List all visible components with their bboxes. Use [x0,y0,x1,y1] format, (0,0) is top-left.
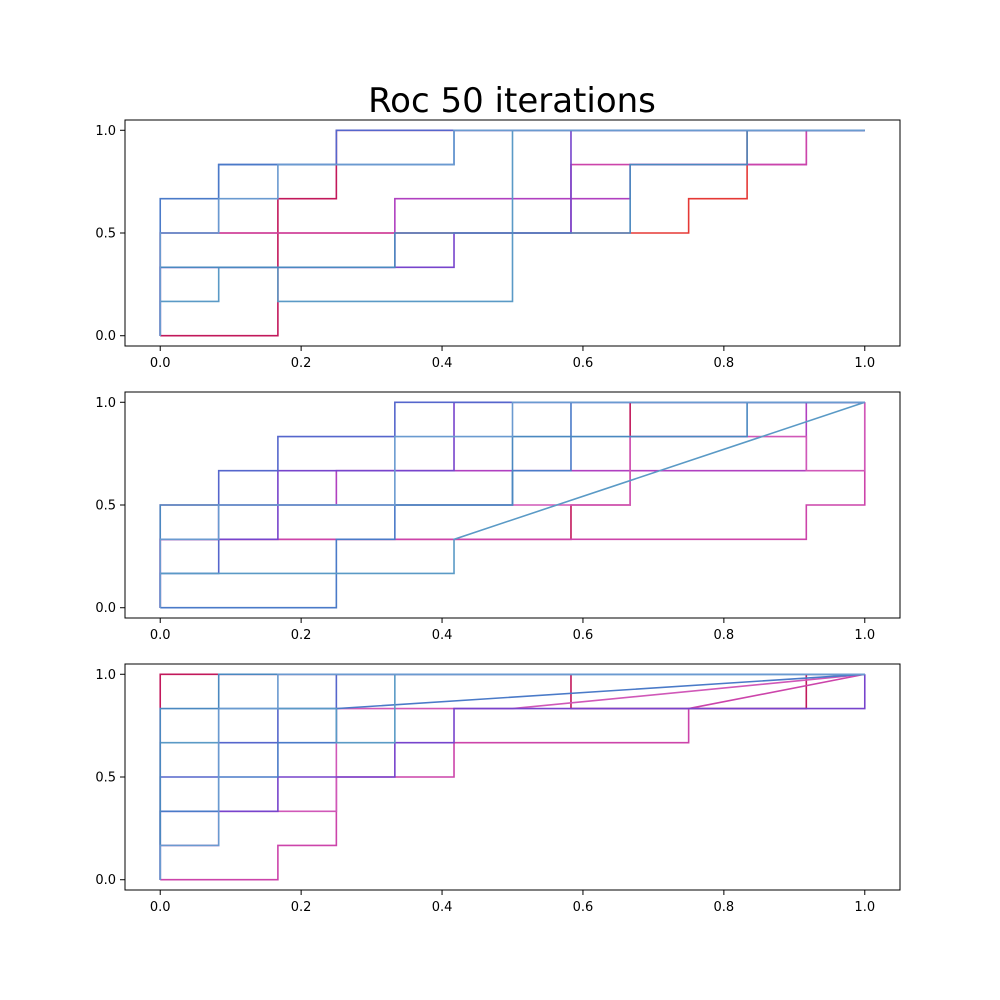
y-tick-label: 1.0 [95,668,116,683]
y-tick-label: 1.0 [95,396,116,411]
y-tick-label: 0.5 [95,771,116,786]
y-tick-label: 0.5 [95,227,116,242]
x-tick-label: 0.2 [291,356,312,371]
roc-curve-1-8 [159,129,865,336]
roc-curve-1-10 [159,129,865,336]
series-group [159,401,866,609]
x-tick-label: 1.0 [854,356,875,371]
x-tick-label: 0.6 [573,628,594,643]
y-tick-label: 0.0 [95,873,116,888]
roc-curve-2-10 [159,401,865,608]
roc-curve-3-9 [159,673,865,880]
x-tick-label: 0.8 [714,900,735,915]
roc-curve-3-7 [159,673,865,880]
chart-title: Roc 50 iterations [368,81,656,121]
x-tick-label: 0.4 [432,628,453,643]
x-tick-label: 0.8 [714,628,735,643]
subplots: 0.0 0.2 0.4 0.6 0.8 1.00.00.51.00.0 0.2 0.4 0.6 0… [95,119,901,915]
x-tick-label: 0.4 [432,356,453,371]
y-tick-label: 0.5 [95,499,116,514]
series-group [159,673,866,881]
y-tick-label: 0.0 [95,329,116,344]
y-tick-label: 1.0 [95,124,116,139]
roc-curve-2-9 [159,401,865,608]
x-tick-label: 0.0 [150,356,171,371]
x-tick-label: 0.6 [573,900,594,915]
x-tick-label: 0.0 [150,628,171,643]
series-group [159,129,865,337]
subplot-1: 0.0 0.2 0.4 0.6 0.8 1.0 0.0 0.5 1.0 [95,119,901,371]
x-tick-label: 1.0 [854,628,875,643]
x-tick-label: 0.0 [150,900,171,915]
x-tick-label: 0.8 [714,356,735,371]
y-tick-label: 0.0 [95,601,116,616]
x-tick-label: 0.2 [291,628,312,643]
roc-curve-1-9 [159,129,865,336]
subplot-2: 0.0 0.2 0.4 0.6 0.8 1.0 0.0 0.5 1.0 [95,391,901,643]
subplot-3: 0.0 0.2 0.4 0.6 0.8 1.0 0.0 0.5 1.0 [95,663,901,915]
x-tick-label: 0.4 [432,900,453,915]
x-tick-label: 0.6 [573,356,594,371]
x-tick-label: 0.2 [291,900,312,915]
x-tick-label: 1.0 [854,900,875,915]
